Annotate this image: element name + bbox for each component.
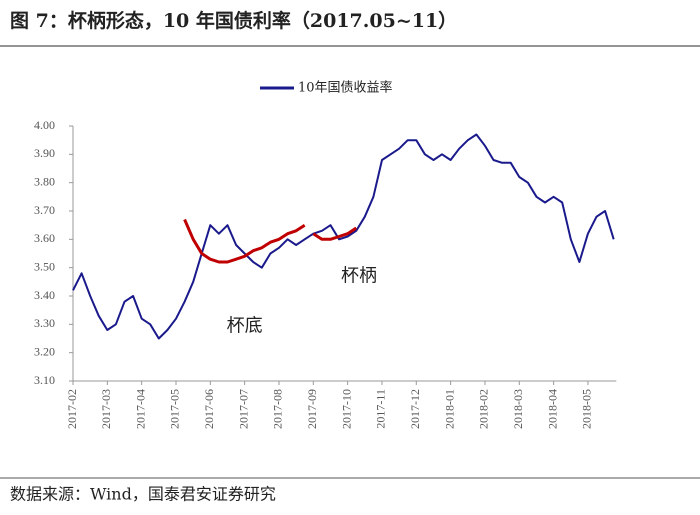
x-tick-label: 2017-03 xyxy=(99,389,113,429)
y-tick-label: 3.10 xyxy=(34,373,55,387)
x-tick-label: 2017-05 xyxy=(168,389,182,429)
x-tick-label: 2017-06 xyxy=(202,389,216,429)
y-tick-label: 4.00 xyxy=(34,118,55,132)
x-tick-label: 2017-07 xyxy=(236,389,250,429)
annotation-label: 杯底 xyxy=(227,315,263,336)
x-tick-label: 2018-02 xyxy=(477,389,491,429)
x-tick-label: 2018-01 xyxy=(442,389,456,429)
x-tick-label: 2018-04 xyxy=(545,389,559,429)
x-tick-label: 2017-12 xyxy=(408,389,422,429)
x-tick-label: 2018-03 xyxy=(511,389,525,429)
x-tick-label: 2017-09 xyxy=(305,389,319,429)
annotation-curve xyxy=(183,218,306,264)
y-tick-label: 3.40 xyxy=(34,288,55,302)
annotation-curve xyxy=(312,226,358,241)
legend-label: 10年国债收益率 xyxy=(298,80,393,96)
x-tick-label: 2017-11 xyxy=(374,389,388,429)
x-tick-label: 2018-05 xyxy=(580,389,594,429)
y-tick-label: 3.80 xyxy=(34,174,55,188)
x-tick-label: 2017-04 xyxy=(133,389,147,429)
y-tick-label: 3.20 xyxy=(34,344,55,358)
chart-title: 图 7：杯柄形态，10 年国债利率（2017.05~11） xyxy=(10,9,457,32)
x-tick-label: 2017-10 xyxy=(339,389,353,429)
line xyxy=(72,133,615,340)
source: 数据来源：Wind，国泰君安证券研究 xyxy=(10,485,276,504)
x-tick-label: 2017-08 xyxy=(271,389,285,429)
x-tick-label: 2017-02 xyxy=(65,389,79,429)
y-tick-label: 3.50 xyxy=(34,259,55,273)
y-tick-label: 3.90 xyxy=(34,146,55,160)
y-tick-label: 3.70 xyxy=(34,203,55,217)
y-tick-label: 3.60 xyxy=(34,231,55,245)
annotation-label: 杯柄 xyxy=(341,266,377,287)
y-tick-label: 3.30 xyxy=(34,316,55,330)
